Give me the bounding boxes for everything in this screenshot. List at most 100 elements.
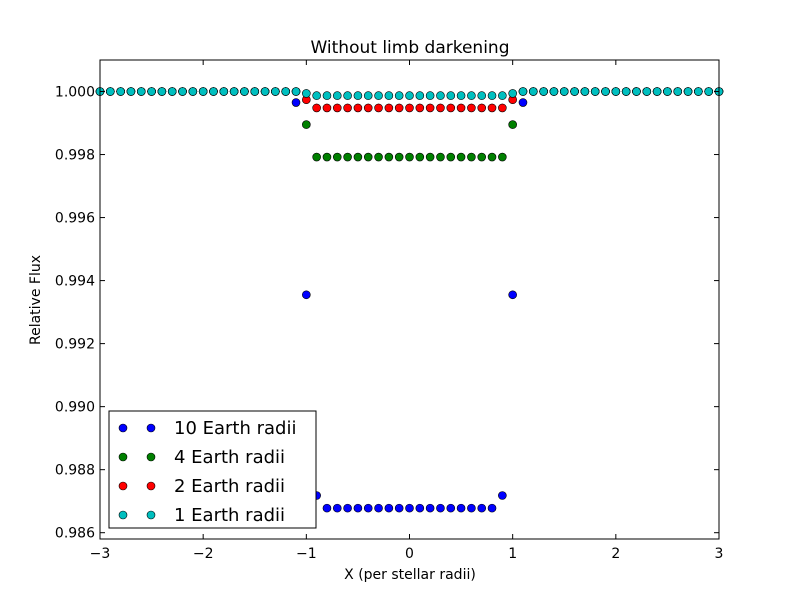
data-point-series-3	[116, 87, 125, 96]
data-point-series-0	[508, 290, 517, 300]
data-point-series-3	[652, 87, 662, 96]
data-point-series-1	[405, 152, 414, 162]
data-point-series-0	[291, 98, 301, 107]
data-point-series-3	[528, 87, 538, 96]
data-point-series-3	[559, 87, 569, 96]
x-tick-label: −1	[296, 546, 317, 562]
data-point-series-2	[332, 103, 342, 113]
data-point-series-1	[332, 152, 342, 162]
data-point-series-1	[508, 120, 517, 129]
data-point-series-0	[487, 503, 497, 513]
data-point-series-3	[477, 91, 487, 100]
data-point-series-1	[384, 152, 394, 162]
data-point-series-0	[343, 503, 352, 513]
data-point-series-3	[487, 91, 497, 100]
y-tick-label: 1.000	[55, 85, 95, 101]
data-point-series-3	[632, 87, 641, 96]
data-point-series-0	[394, 503, 404, 513]
data-point-series-1	[343, 152, 352, 162]
data-point-series-0	[405, 503, 414, 513]
data-point-series-1	[446, 152, 456, 162]
data-point-series-2	[394, 103, 404, 113]
data-point-series-0	[436, 503, 445, 513]
legend-marker	[118, 481, 128, 491]
data-point-series-2	[384, 103, 394, 113]
data-point-series-3	[642, 87, 652, 96]
data-point-series-3	[384, 91, 394, 100]
data-point-series-3	[229, 87, 239, 96]
data-point-series-3	[147, 87, 156, 96]
data-point-series-0	[353, 503, 363, 513]
data-point-series-0	[498, 491, 507, 500]
data-point-series-3	[570, 87, 579, 96]
data-point-series-0	[467, 503, 476, 513]
data-point-series-1	[363, 152, 373, 162]
data-point-series-2	[374, 103, 383, 113]
data-point-series-3	[240, 87, 249, 96]
data-point-series-3	[446, 91, 456, 100]
data-point-series-3	[621, 87, 631, 96]
data-point-series-3	[322, 91, 332, 100]
data-point-series-3	[178, 87, 187, 96]
data-point-series-3	[425, 91, 435, 100]
data-point-series-2	[487, 103, 497, 113]
legend-label: 10 Earth radii	[174, 418, 296, 439]
chart-title: Without limb darkening	[310, 38, 509, 58]
data-point-series-3	[291, 87, 301, 96]
y-tick-label: 0.988	[55, 463, 95, 479]
data-point-series-0	[415, 503, 425, 513]
data-point-series-0	[332, 503, 342, 513]
data-point-series-3	[363, 91, 373, 100]
data-point-series-0	[456, 503, 466, 513]
data-point-series-3	[694, 87, 703, 96]
legend-marker	[146, 481, 156, 491]
legend-marker	[146, 452, 156, 462]
legend: 10 Earth radii 4 Earth radii 2 Earth radii…	[108, 410, 317, 529]
data-point-series-1	[487, 152, 497, 162]
data-point-series-3	[436, 91, 445, 100]
data-point-series-2	[446, 103, 456, 113]
legend-label: 2 Earth radii	[174, 476, 285, 497]
legend-label: 4 Earth radii	[174, 447, 285, 468]
x-tick-label: −2	[193, 546, 214, 562]
data-point-series-0	[322, 503, 332, 513]
data-point-series-3	[260, 87, 270, 96]
axis-ticks: −3 −2 −1 0 1 2 3 0.986 0.988 0.990 0.992 0.994 0.996…	[55, 60, 724, 562]
data-point-series-3	[374, 91, 383, 100]
data-point-series-2	[436, 103, 445, 113]
y-tick-label: 0.998	[55, 148, 95, 164]
x-tick-label: 1	[508, 546, 517, 562]
data-point-series-1	[477, 152, 487, 162]
y-axis-label: Relative Flux	[28, 255, 44, 345]
data-point-series-1	[456, 152, 466, 162]
data-point-series-3	[683, 87, 693, 96]
data-point-series-1	[353, 152, 363, 162]
legend-marker	[146, 510, 156, 520]
x-tick-label: 3	[715, 546, 724, 562]
data-point-series-1	[498, 152, 507, 162]
x-axis-label: X (per stellar radii)	[344, 567, 476, 583]
data-point-series-1	[322, 152, 332, 162]
data-point-series-3	[219, 87, 229, 96]
data-point-series-2	[343, 103, 352, 113]
data-point-series-3	[343, 91, 352, 100]
data-point-series-3	[157, 87, 167, 96]
data-point-series-3	[405, 91, 414, 100]
data-point-series-2	[322, 103, 332, 113]
data-point-series-2	[353, 103, 363, 113]
data-point-series-2	[498, 103, 507, 113]
data-point-series-3	[250, 87, 260, 96]
data-point-series-3	[271, 87, 280, 96]
y-tick-label: 0.992	[55, 337, 95, 353]
data-point-series-3	[394, 91, 404, 100]
data-point-series-3	[508, 89, 517, 98]
data-point-series-3	[580, 87, 590, 96]
data-point-series-3	[456, 91, 466, 100]
data-point-series-0	[477, 503, 487, 513]
data-point-series-3	[136, 87, 146, 96]
y-tick-label: 0.994	[55, 274, 95, 290]
data-point-series-3	[467, 91, 476, 100]
legend-frame	[108, 410, 317, 529]
data-point-series-3	[590, 87, 600, 96]
